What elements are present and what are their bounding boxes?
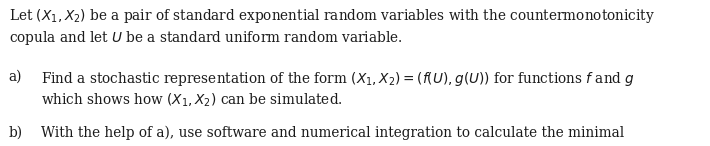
Text: b): b) [9,126,23,140]
Text: which shows how $(X_1, X_2)$ can be simulated.: which shows how $(X_1, X_2)$ can be simu… [41,92,343,109]
Text: Find a stochastic representation of the form $(X_1, X_2) = (f(U), g(U))$ for fun: Find a stochastic representation of the … [41,70,635,88]
Text: Let $(X_1, X_2)$ be a pair of standard exponential random variables with the cou: Let $(X_1, X_2)$ be a pair of standard e… [9,7,655,25]
Text: copula and let $U$ be a standard uniform random variable.: copula and let $U$ be a standard uniform… [9,29,402,47]
Text: a): a) [9,70,22,84]
Text: With the help of a), use software and numerical integration to calculate the min: With the help of a), use software and nu… [41,126,624,140]
